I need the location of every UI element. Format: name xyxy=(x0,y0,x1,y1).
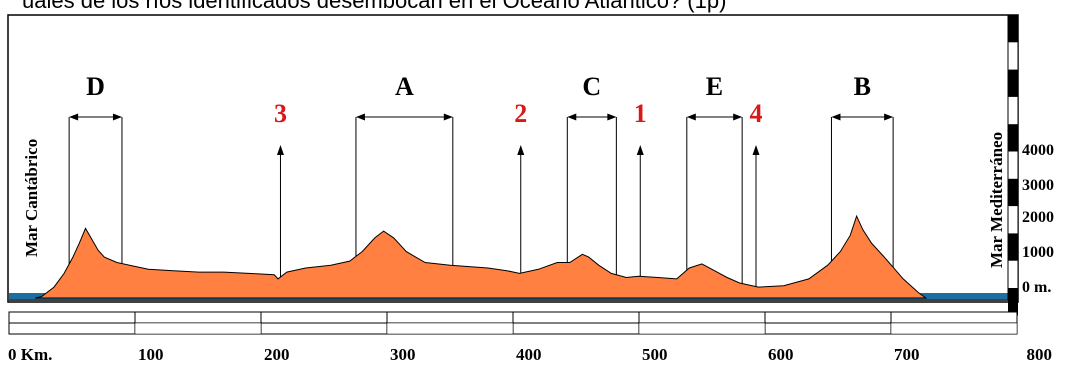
km-label: 500 xyxy=(642,345,668,364)
river-markers: 3 2 1 4 xyxy=(274,99,762,287)
range-arrowhead-right xyxy=(884,113,894,121)
elevation-label: 3000 xyxy=(1022,177,1054,194)
elevation-labels: 4000 3000 2000 1000 0 m. xyxy=(1022,142,1054,296)
range-label: C xyxy=(582,72,601,101)
range-arrowhead-right xyxy=(443,113,453,121)
km-bar-segment xyxy=(890,322,1018,335)
left-sea-label: Mar Cantábrico xyxy=(22,139,41,257)
river-arrowhead xyxy=(276,145,284,155)
range-label: E xyxy=(706,72,723,101)
range-arrowhead-right xyxy=(733,113,743,121)
km-bar-segment xyxy=(134,322,262,335)
km-label: 800 xyxy=(1027,345,1053,364)
river-label: 2 xyxy=(514,99,527,128)
elevation-scale-block xyxy=(1008,233,1018,261)
range-arrowhead-right xyxy=(607,113,617,121)
elevation-scale-block xyxy=(1008,178,1018,207)
km-labels: 0 Km. 100 200 300 400 500 600 700 800 xyxy=(8,345,1052,364)
range-arrowhead-left xyxy=(69,113,79,121)
terrain-profile xyxy=(35,214,928,299)
elevation-label: 2000 xyxy=(1022,209,1054,226)
range-arrowhead-right xyxy=(112,113,122,121)
river-arrowhead xyxy=(636,145,644,155)
elevation-scale-block xyxy=(1008,288,1018,316)
km-label: 200 xyxy=(264,345,290,364)
range-arrowhead-left xyxy=(831,113,841,121)
elevation-label: 0 m. xyxy=(1022,279,1051,296)
elevation-scale-block xyxy=(1008,69,1018,97)
elevation-label: 1000 xyxy=(1022,244,1054,261)
river-arrowhead xyxy=(752,145,760,155)
river-label: 3 xyxy=(274,99,287,128)
elevation-scale-block xyxy=(1008,15,1018,43)
river-arrowhead xyxy=(517,145,525,155)
range-label: A xyxy=(395,72,414,101)
km-label: 100 xyxy=(138,345,164,364)
km-label: 300 xyxy=(390,345,416,364)
km-bar-segment xyxy=(386,322,514,335)
range-arrowhead-left xyxy=(355,113,365,121)
km-label: 700 xyxy=(894,345,920,364)
range-arrowhead-left xyxy=(567,113,577,121)
right-sea-label: Mar Mediterráneo xyxy=(987,132,1006,268)
question-text: uáles de los ríos identificados desemboc… xyxy=(22,0,727,13)
river-label: 4 xyxy=(749,99,762,128)
km-label: 600 xyxy=(768,345,794,364)
range-label: B xyxy=(854,72,871,101)
elevation-scale-bar xyxy=(1007,14,1019,316)
range-arrowhead-left xyxy=(686,113,696,121)
km-scale-bar xyxy=(8,311,1018,335)
km-label: 400 xyxy=(516,345,542,364)
range-label: D xyxy=(86,72,105,101)
river-label: 1 xyxy=(634,99,647,128)
elevation-label: 4000 xyxy=(1022,142,1054,159)
km-bar-segment xyxy=(638,322,766,335)
elevation-scale-block xyxy=(1008,124,1018,152)
km-label: 0 Km. xyxy=(8,345,52,364)
